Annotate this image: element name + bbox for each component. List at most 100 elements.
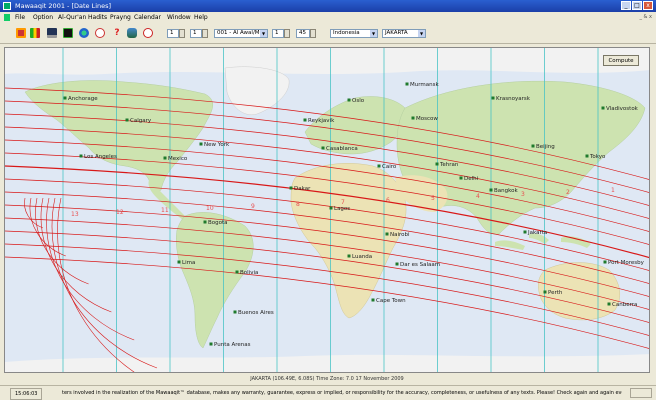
people-icon[interactable]: [127, 28, 137, 38]
city-marker[interactable]: [603, 260, 607, 264]
help-icon[interactable]: ?: [114, 28, 120, 38]
city-value: JAKARTA: [385, 30, 408, 36]
city-marker[interactable]: [543, 290, 547, 294]
menu-alquran[interactable]: Al-Qur'an: [58, 14, 87, 21]
city-marker[interactable]: [303, 118, 307, 122]
arctic-ice: [5, 48, 649, 75]
city-marker[interactable]: [377, 164, 381, 168]
city-marker[interactable]: [459, 176, 463, 180]
city-label: Tehran: [439, 162, 459, 168]
compute-button[interactable]: Compute: [603, 55, 639, 66]
city-marker[interactable]: [585, 154, 589, 158]
city-marker[interactable]: [607, 302, 611, 306]
menu-option[interactable]: Option: [33, 14, 54, 21]
date-line: [5, 113, 649, 206]
hour-field[interactable]: 1: [272, 29, 284, 38]
city-marker[interactable]: [523, 230, 527, 234]
map-canvas[interactable]: 13 12 11 10 9 8 7 6 5 4 3 2 1 Anchorage Calgary Los An…: [5, 48, 650, 373]
central-america: [148, 180, 187, 220]
city-label: Moscow: [416, 116, 438, 122]
city-marker[interactable]: [289, 186, 293, 190]
city-label: Canberra: [612, 302, 637, 308]
city-marker[interactable]: [347, 254, 351, 258]
month-field[interactable]: 1: [190, 29, 202, 38]
city-marker[interactable]: [203, 220, 207, 224]
date-lines: [5, 87, 649, 372]
zone-label: 2: [566, 189, 570, 196]
chart-icon[interactable]: [30, 28, 40, 38]
menu-hadits[interactable]: Hadits: [88, 14, 108, 21]
city-marker[interactable]: [125, 118, 129, 122]
date-line: [5, 191, 649, 284]
menu-calendar[interactable]: Calendar: [134, 14, 161, 21]
city-marker[interactable]: [199, 142, 203, 146]
city-select[interactable]: JAKARTA ▼: [382, 29, 426, 38]
mosque-icon[interactable]: [47, 28, 57, 38]
city-label: Casablanca: [326, 146, 358, 152]
city-marker[interactable]: [235, 270, 239, 274]
city-marker[interactable]: [531, 144, 535, 148]
indonesia-islands: [495, 233, 591, 250]
zone-label: 4: [476, 193, 480, 200]
month-name-select[interactable]: 001 - Al Awal/Muh ▼: [214, 29, 268, 38]
city-label: Lagos: [334, 206, 350, 212]
city-marker[interactable]: [329, 206, 333, 210]
year-field[interactable]: 45: [296, 29, 310, 38]
middle-east-desert: [395, 175, 448, 212]
city-marker[interactable]: [395, 262, 399, 266]
city-marker[interactable]: [601, 106, 605, 110]
status-bar: 15:06:03 ters involved in the realizatio…: [0, 385, 656, 400]
minimize-button[interactable]: _: [621, 1, 631, 10]
city-label: Reykjavik: [308, 118, 335, 124]
city-marker[interactable]: [177, 260, 181, 264]
hour-stepper[interactable]: [284, 29, 290, 38]
month-stepper[interactable]: [202, 29, 208, 38]
year-stepper[interactable]: [310, 29, 316, 38]
date-line: [5, 152, 649, 245]
menu-help[interactable]: Help: [194, 14, 208, 21]
zone-label: 5: [431, 195, 435, 202]
city-marker[interactable]: [411, 116, 415, 120]
city-label: Bolivia: [240, 270, 258, 276]
app-icon: [3, 2, 11, 10]
date-arc: [35, 197, 89, 285]
city-label: New York: [204, 142, 230, 148]
menu-file[interactable]: File: [15, 14, 26, 21]
menu-window[interactable]: Window: [167, 14, 191, 21]
close-button[interactable]: x: [643, 1, 653, 10]
zone-label: 13: [71, 211, 79, 218]
city-marker[interactable]: [209, 342, 213, 346]
map-icon[interactable]: [63, 28, 73, 38]
day-field[interactable]: 1: [167, 29, 179, 38]
city-label: Mexico: [168, 156, 188, 162]
city-marker[interactable]: [233, 310, 237, 314]
day-stepper[interactable]: [179, 29, 185, 38]
city-marker[interactable]: [163, 156, 167, 160]
city-label: Dar es Salaam: [400, 262, 440, 268]
document-icon[interactable]: [4, 14, 10, 21]
city-marker[interactable]: [491, 96, 495, 100]
city-marker[interactable]: [385, 232, 389, 236]
city-marker[interactable]: [321, 146, 325, 150]
stop-icon[interactable]: [143, 28, 153, 38]
date-line: [5, 256, 649, 349]
maximize-button[interactable]: □: [632, 1, 642, 10]
city-label: Vladivostok: [606, 106, 639, 112]
city-marker[interactable]: [435, 162, 439, 166]
city-marker[interactable]: [63, 96, 67, 100]
city-marker[interactable]: [489, 188, 493, 192]
country-select[interactable]: Indonesia ▼: [330, 29, 378, 38]
city-label: Murmansk: [410, 82, 439, 88]
time-zone-labels: 13 12 11 10 9 8 7 6 5 4 3 2 1: [71, 187, 615, 218]
books-icon[interactable]: [16, 28, 26, 38]
globe-icon[interactable]: [79, 28, 89, 38]
mdi-controls[interactable]: _ & x: [639, 14, 652, 20]
city-marker[interactable]: [79, 154, 83, 158]
city-label: Cairo: [382, 164, 397, 170]
menu-prayng[interactable]: Prayng: [110, 14, 131, 21]
city-marker[interactable]: [405, 82, 409, 86]
world-map[interactable]: 13 12 11 10 9 8 7 6 5 4 3 2 1 Anchorage Calgary Los An…: [4, 47, 650, 373]
clock-icon[interactable]: [95, 28, 105, 38]
city-marker[interactable]: [371, 298, 375, 302]
city-marker[interactable]: [347, 98, 351, 102]
